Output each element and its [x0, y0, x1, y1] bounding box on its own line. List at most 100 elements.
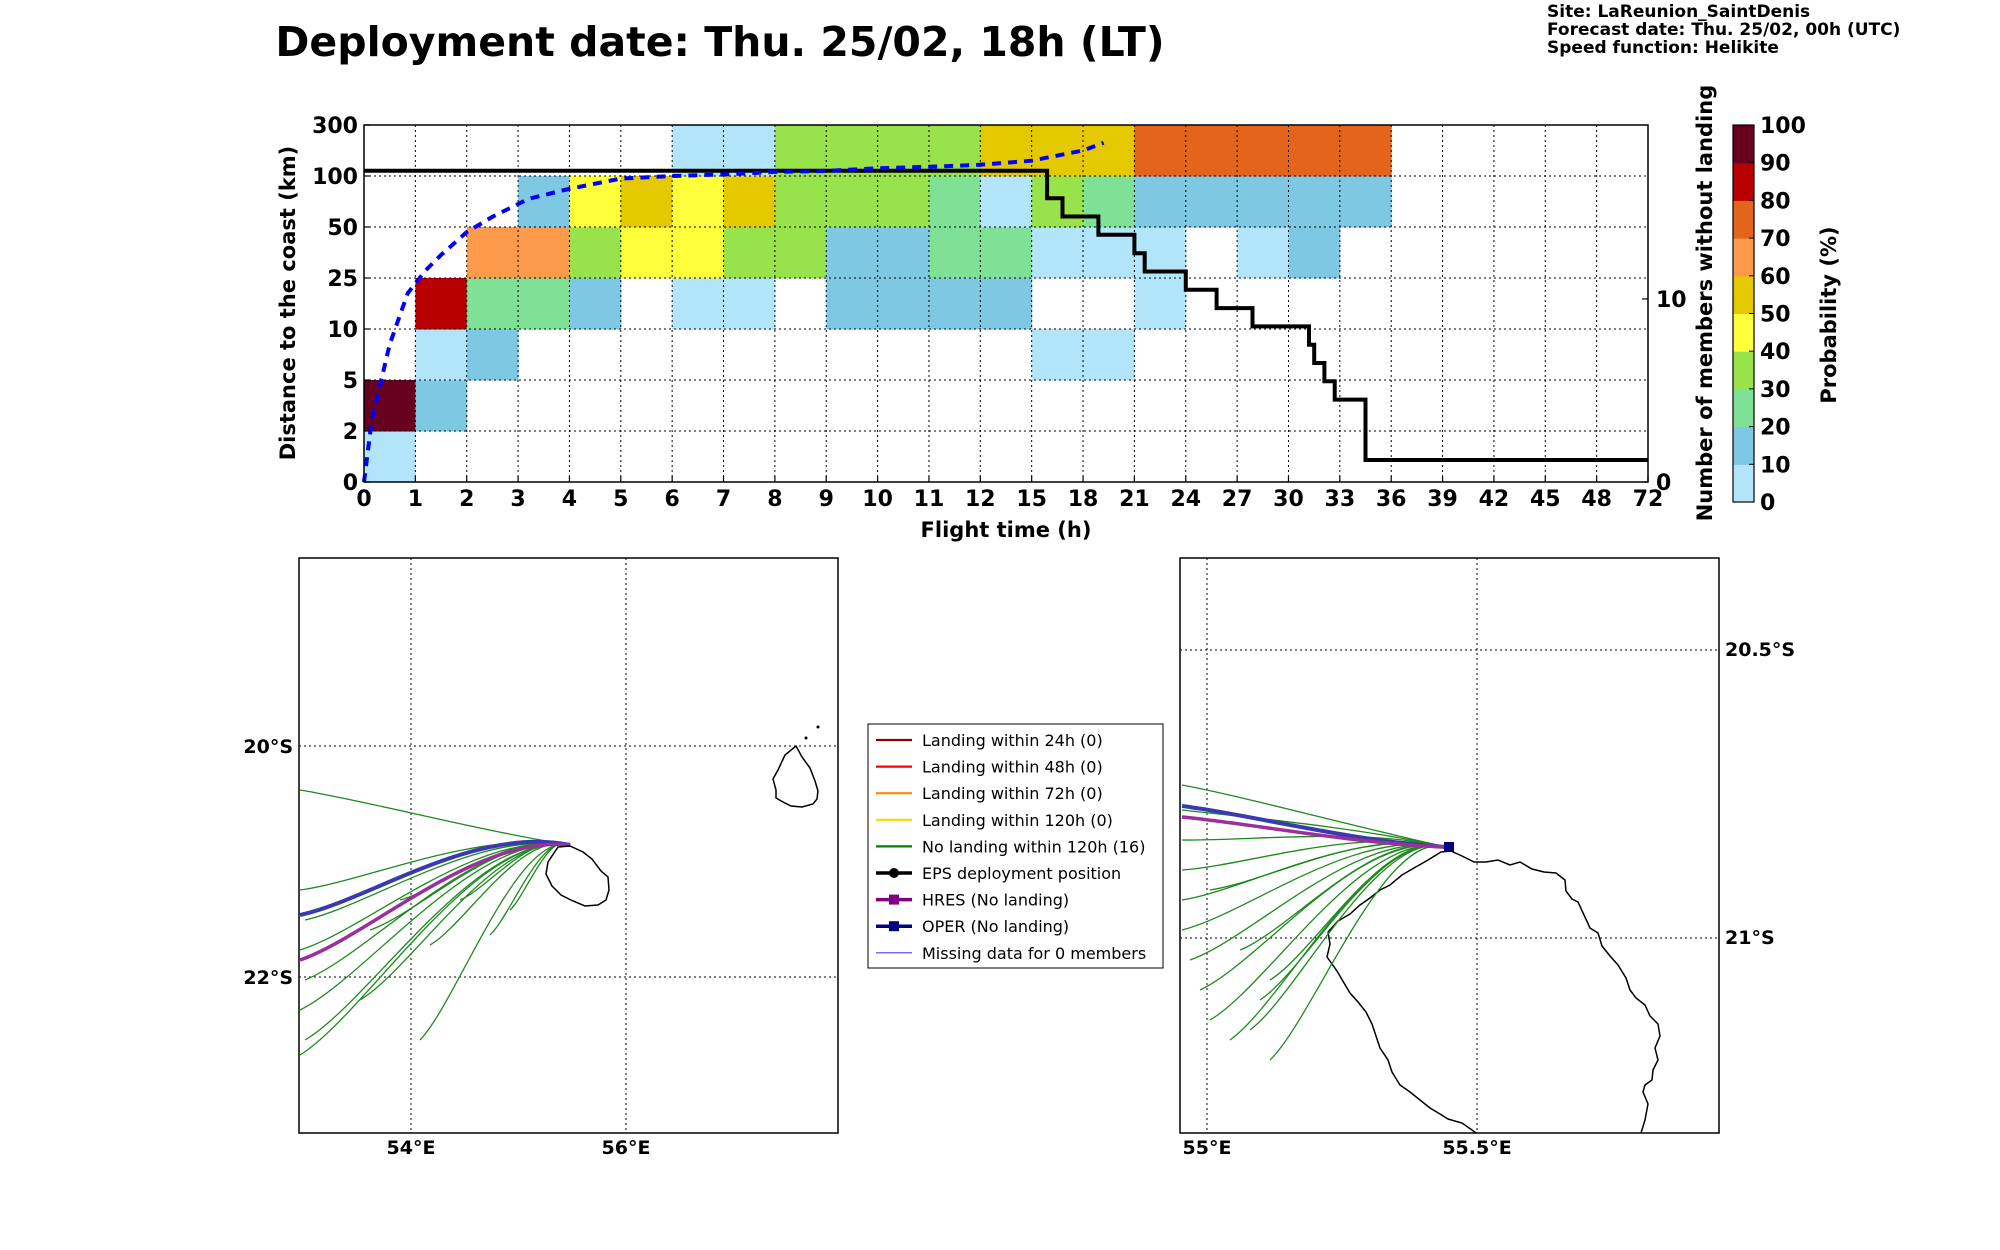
heatmap-cell: [1288, 125, 1341, 177]
trajectory-line: [1181, 809, 1448, 848]
y-tick-label: 25: [327, 267, 358, 292]
trajectory-line: [299, 839, 571, 917]
legend-label: No landing within 120h (16): [922, 837, 1145, 856]
legend-item: Landing within 48h (0): [876, 758, 1103, 777]
heatmap-cell: [672, 278, 725, 330]
heatmap-cell: [569, 278, 622, 330]
heatmap-cell: [826, 278, 879, 330]
heatmap-cell: [877, 278, 930, 330]
colorbar-tick-label: 100: [1760, 114, 1806, 139]
regional-x-tick: 54°E: [387, 1137, 436, 1159]
colorbar-cell: [1733, 275, 1754, 314]
legend-box: [867, 723, 1164, 969]
legend: Landing within 24h (0) Landing within 48h…: [867, 723, 1164, 969]
heatmap-cell: [1237, 227, 1289, 279]
legend-label: Missing data for 0 members: [922, 944, 1146, 963]
heatmap-cell: [518, 227, 570, 279]
trajectory-line: [1181, 835, 1448, 848]
x-tick-label: 45: [1530, 487, 1561, 512]
heatmap-cell: [774, 125, 827, 177]
zoom-y-tick: 20.5°S: [1725, 639, 1795, 661]
forecast-label: Forecast date: Thu. 25/02, 00h (UTC): [1547, 20, 1900, 40]
regional-y-tick: 22°S: [243, 967, 293, 989]
colorbar-cell: [1733, 351, 1754, 390]
reunion-island-outline: [545, 845, 610, 907]
legend-marker-square: [889, 921, 899, 932]
heatmap-cell: [466, 329, 519, 381]
heatmap-cell: [1031, 176, 1084, 228]
colorbar-tick-label: 30: [1760, 378, 1791, 403]
colorbar: 0 10 20 30 40 50 60 70 80 90 100 Probability (%): [1732, 114, 1841, 516]
y-tick-label: 0: [343, 471, 358, 496]
x-tick-label: 72: [1633, 487, 1664, 512]
y-tick-label: 2: [343, 420, 358, 445]
x-tick-label: 33: [1325, 487, 1356, 512]
x-tick-label: 5: [613, 487, 628, 512]
heatmap-cell: [1031, 329, 1084, 381]
y-tick-label: 5: [343, 369, 358, 394]
colorbar-tick-label: 20: [1760, 416, 1791, 441]
y-tick-label: 50: [327, 216, 358, 241]
trajectory-line: [419, 843, 571, 1041]
y-tick-label: 10: [327, 318, 358, 343]
colorbar-cell: [1733, 426, 1754, 465]
x-tick-label: 4: [562, 487, 577, 512]
legend-label: HRES (No landing): [922, 891, 1069, 910]
x-tick-label: 1: [408, 487, 423, 512]
legend-item: Landing within 24h (0): [876, 731, 1103, 750]
heatmap-cell: [980, 125, 1033, 177]
colorbar-cell: [1733, 238, 1754, 277]
x-tick-label: 21: [1119, 487, 1150, 512]
heatmap-cell: [364, 431, 416, 483]
heatmap-grid: [364, 125, 1648, 482]
legend-item: Landing within 72h (0): [876, 784, 1103, 803]
heatmap-cell: [569, 227, 622, 279]
heatmap-cell: [1134, 176, 1187, 228]
y2-axis-label: Number of members without landing: [1693, 85, 1717, 522]
legend-label: OPER (No landing): [922, 917, 1069, 936]
x-tick-label: 36: [1376, 487, 1407, 512]
heatmap-cell: [672, 125, 725, 177]
colorbar-tick-label: 80: [1760, 189, 1791, 214]
colorbar-cells: [1733, 125, 1754, 503]
heatmap-cell: [723, 176, 776, 228]
heatmap-cell: [1031, 227, 1084, 279]
colorbar-cell: [1733, 464, 1754, 503]
heatmap-cell: [1185, 176, 1238, 228]
heatmap-frame: [363, 124, 1649, 483]
heatmap-cell: [1237, 125, 1289, 177]
heatmap-cell: [928, 227, 981, 279]
heatmap-cell: [928, 125, 981, 177]
x-axis-label: Flight time (h): [921, 518, 1092, 542]
heatmap-cell: [723, 125, 776, 177]
regional-x-tick: 56°E: [602, 1137, 651, 1159]
heatmap-cell: [415, 278, 468, 330]
heatmap-cell: [877, 176, 930, 228]
deployment-marker: [1444, 842, 1454, 852]
heatmap-cell: [1288, 176, 1341, 228]
heatmap-cell: [1185, 125, 1238, 177]
heatmap-cell: [1083, 329, 1135, 381]
legend-label: Landing within 48h (0): [922, 758, 1103, 777]
x-tick-label: 8: [767, 487, 782, 512]
trajectory-line: [1181, 815, 1448, 849]
colorbar-cell: [1733, 200, 1754, 239]
speed-label: Speed function: Helikite: [1547, 38, 1779, 58]
heatmap-cell: [672, 176, 725, 228]
heatmap-cell: [620, 227, 673, 279]
heatmap-cell: [723, 278, 776, 330]
regional-y-tick: 20°S: [243, 736, 293, 758]
regional-map-tracks: [299, 789, 571, 1056]
colorbar-cell: [1733, 125, 1754, 164]
islet-dot: [804, 736, 808, 740]
heatmap-cell: [1083, 125, 1135, 177]
trajectory-line: [299, 842, 571, 962]
legend-item: No landing within 120h (16): [876, 837, 1145, 856]
colorbar-tick-label: 0: [1760, 491, 1775, 516]
heatmap-right-ticks: 0 10: [1642, 288, 1687, 496]
colorbar-cell: [1733, 313, 1754, 352]
heatmap-cell: [928, 278, 981, 330]
heatmap-cell: [1237, 176, 1289, 228]
x-tick-label: 18: [1068, 487, 1099, 512]
